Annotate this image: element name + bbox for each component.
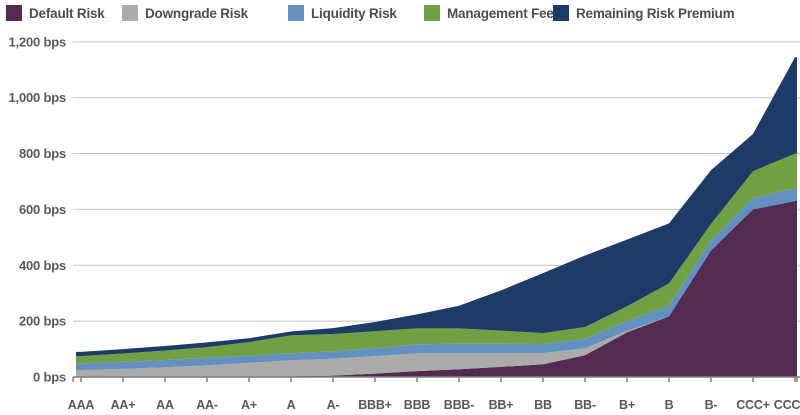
area-band-default-risk — [76, 201, 797, 377]
y-axis-label: 600 bps — [19, 202, 66, 217]
x-axis-label: BBB+ — [358, 398, 392, 412]
x-axis-label: BBB — [404, 398, 431, 412]
legend-label-remaining-risk-premium: Remaining Risk Premium — [576, 5, 735, 21]
x-axis-label: A- — [327, 398, 340, 412]
legend-label-liquidity-risk: Liquidity Risk — [311, 5, 397, 21]
x-axis-label: BB- — [574, 398, 596, 412]
liquidity-risk-swatch-icon — [288, 5, 304, 21]
x-axis-label: AAA — [68, 398, 95, 412]
legend: Default Risk Downgrade Risk Liquidity Ri… — [0, 0, 800, 26]
y-axis-label: 200 bps — [19, 314, 66, 329]
x-axis-label: B — [665, 398, 674, 412]
management-fee-swatch-icon — [424, 5, 440, 21]
legend-label-downgrade-risk: Downgrade Risk — [145, 5, 248, 21]
x-axis-label: A+ — [241, 398, 257, 412]
x-axis-label: CCC — [774, 398, 800, 412]
legend-label-default-risk: Default Risk — [29, 5, 105, 21]
x-axis-label: BB — [534, 398, 552, 412]
area-band-remaining-risk-premium — [76, 57, 797, 357]
y-axis-label: 800 bps — [19, 146, 66, 161]
legend-label-management-fee: Management Fee — [447, 5, 554, 21]
x-axis-label: B+ — [619, 398, 635, 412]
legend-item-liquidity-risk: Liquidity Risk — [288, 5, 397, 21]
legend-item-management-fee: Management Fee — [424, 5, 554, 21]
remaining-risk-premium-swatch-icon — [553, 5, 569, 21]
y-axis-label: 0 bps — [33, 370, 66, 385]
y-axis-label: 1,000 bps — [9, 90, 66, 105]
x-axis-label: AA- — [196, 398, 218, 412]
x-axis-label: AA — [156, 398, 174, 412]
x-axis-label: A — [287, 398, 296, 412]
x-axis-label: B- — [705, 398, 718, 412]
legend-item-default-risk: Default Risk — [6, 5, 105, 21]
legend-item-remaining-risk-premium: Remaining Risk Premium — [553, 5, 735, 21]
default-risk-swatch-icon — [6, 5, 22, 21]
x-axis-label: BB+ — [489, 398, 514, 412]
y-axis-label: 1,200 bps — [9, 34, 66, 49]
x-axis-label: CCC+ — [736, 398, 770, 412]
legend-item-downgrade-risk: Downgrade Risk — [122, 5, 248, 21]
y-axis-label: 400 bps — [19, 258, 66, 273]
downgrade-risk-swatch-icon — [122, 5, 138, 21]
x-axis-label: AA+ — [111, 398, 136, 412]
x-axis-label: BBB- — [444, 398, 474, 412]
